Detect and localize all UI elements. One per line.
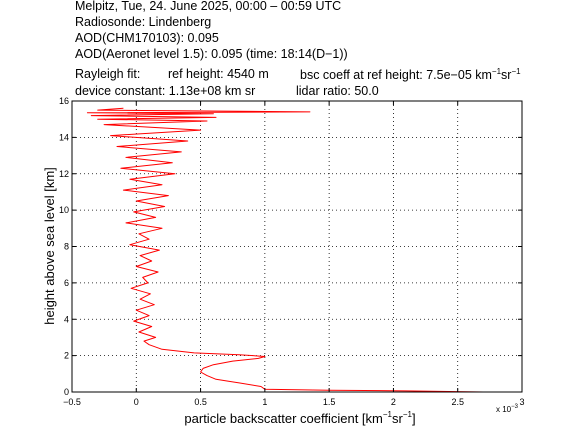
header-line-4: AOD(Aeronet level 1.5): 0.095 (time: 18:… (75, 47, 348, 61)
x-axis-label-exp-1: −1 (383, 410, 393, 419)
bsc-coeff-text: bsc coeff at ref height: 7.5e−05 km (300, 68, 492, 83)
x-tick-label: 0 (134, 397, 139, 407)
lidar-ratio-label: lidar ratio: 50.0 (296, 84, 379, 98)
ref-height-label: ref height: 4540 m (168, 67, 269, 81)
x-axis-multiplier-exp: −3 (511, 404, 519, 410)
x-tick-label: −0.5 (63, 397, 81, 407)
x-tick-label: 1 (262, 397, 267, 407)
device-constant-label: device constant: 1.13e+08 km sr (75, 84, 256, 98)
y-tick-label: 16 (59, 96, 69, 106)
y-tick-label: 2 (64, 351, 69, 361)
y-tick-label: 4 (64, 314, 69, 324)
x-axis-label-exp-2: −1 (403, 410, 413, 419)
bsc-coeff-unit: sr (501, 68, 512, 83)
x-tick-label: 2.5 (451, 397, 464, 407)
y-tick-label: 10 (59, 205, 69, 215)
y-tick-label: 12 (59, 169, 69, 179)
y-tick-label: 0 (64, 387, 69, 397)
x-tick-label: 2 (391, 397, 396, 407)
bsc-coeff-exp-2: −1 (511, 67, 521, 76)
y-tick-label: 14 (59, 132, 69, 142)
x-tick-label: 3 (519, 397, 524, 407)
x-axis-label: particle backscatter coefficient [km−1sr… (184, 410, 415, 426)
x-axis-label-bracket: ] (412, 411, 416, 426)
x-axis-multiplier-base: x 10 (496, 405, 512, 414)
grid-layer (72, 101, 522, 392)
bsc-coeff-exp-1: −1 (491, 67, 502, 76)
header-line-2: Radiosonde: Lindenberg (75, 15, 212, 29)
x-tick-label: 0.5 (194, 397, 207, 407)
y-axis-label: height above sea level [km] (42, 167, 57, 325)
bsc-coeff-label: bsc coeff at ref height: 7.5e−05 km−1sr−… (300, 67, 521, 82)
rayleigh-fit-label: Rayleigh fit: (75, 67, 141, 81)
backscatter-profile-line (86, 107, 484, 393)
header-line-1: Melpitz, Tue, 24. June 2025, 00:00 – 00:… (75, 0, 342, 13)
x-tick-label: 1.5 (323, 397, 336, 407)
y-tick-label: 8 (64, 242, 69, 252)
x-axis-label-unit: sr (392, 411, 404, 426)
x-axis-label-text: particle backscatter coefficient [km (184, 411, 382, 426)
header-line-3: AOD(CHM170103): 0.095 (75, 31, 219, 45)
x-axis-multiplier: x 10−3 (496, 404, 519, 414)
y-tick-label: 6 (64, 278, 69, 288)
data-layer (86, 107, 484, 393)
